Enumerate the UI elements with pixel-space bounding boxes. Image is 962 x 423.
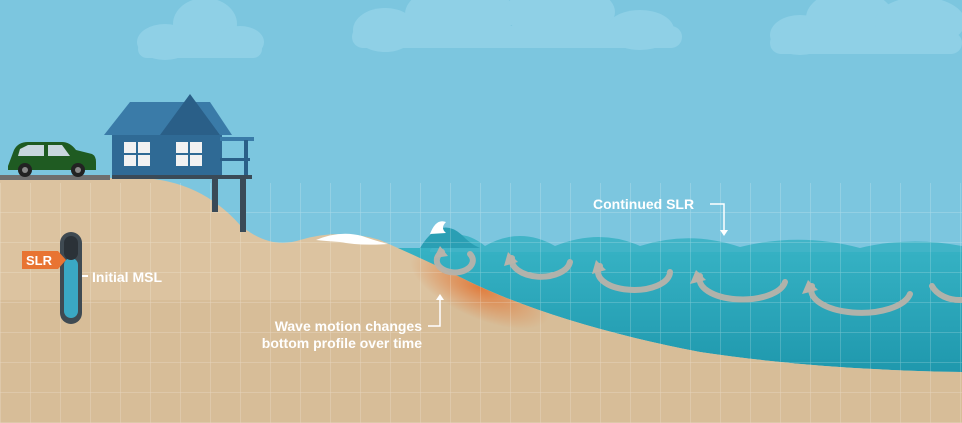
initial-msl-label: Initial MSL bbox=[92, 269, 162, 285]
slr-badge-label: SLR bbox=[26, 253, 53, 268]
car-icon bbox=[0, 142, 110, 180]
cloud-icon bbox=[352, 0, 682, 52]
continued-slr-label: Continued SLR bbox=[593, 196, 694, 212]
cloud-icon bbox=[770, 0, 962, 55]
wave-motion-label-line2: bottom profile over time bbox=[262, 335, 422, 351]
wave-foam bbox=[316, 233, 388, 245]
gauge-icon bbox=[60, 232, 88, 324]
grid-overlay bbox=[0, 183, 962, 423]
breaking-wave-crest bbox=[430, 221, 446, 234]
wave-motion-leader bbox=[428, 296, 441, 327]
swirl-arrow-icon bbox=[433, 249, 962, 316]
slr-badge: SLR bbox=[22, 251, 66, 269]
house-icon bbox=[104, 94, 254, 232]
wave-motion-label-line1: Wave motion changes bbox=[275, 318, 423, 334]
continued-slr-leader bbox=[710, 203, 725, 234]
cloud-icon bbox=[137, 0, 264, 60]
swirl-arrowheads bbox=[434, 246, 818, 294]
